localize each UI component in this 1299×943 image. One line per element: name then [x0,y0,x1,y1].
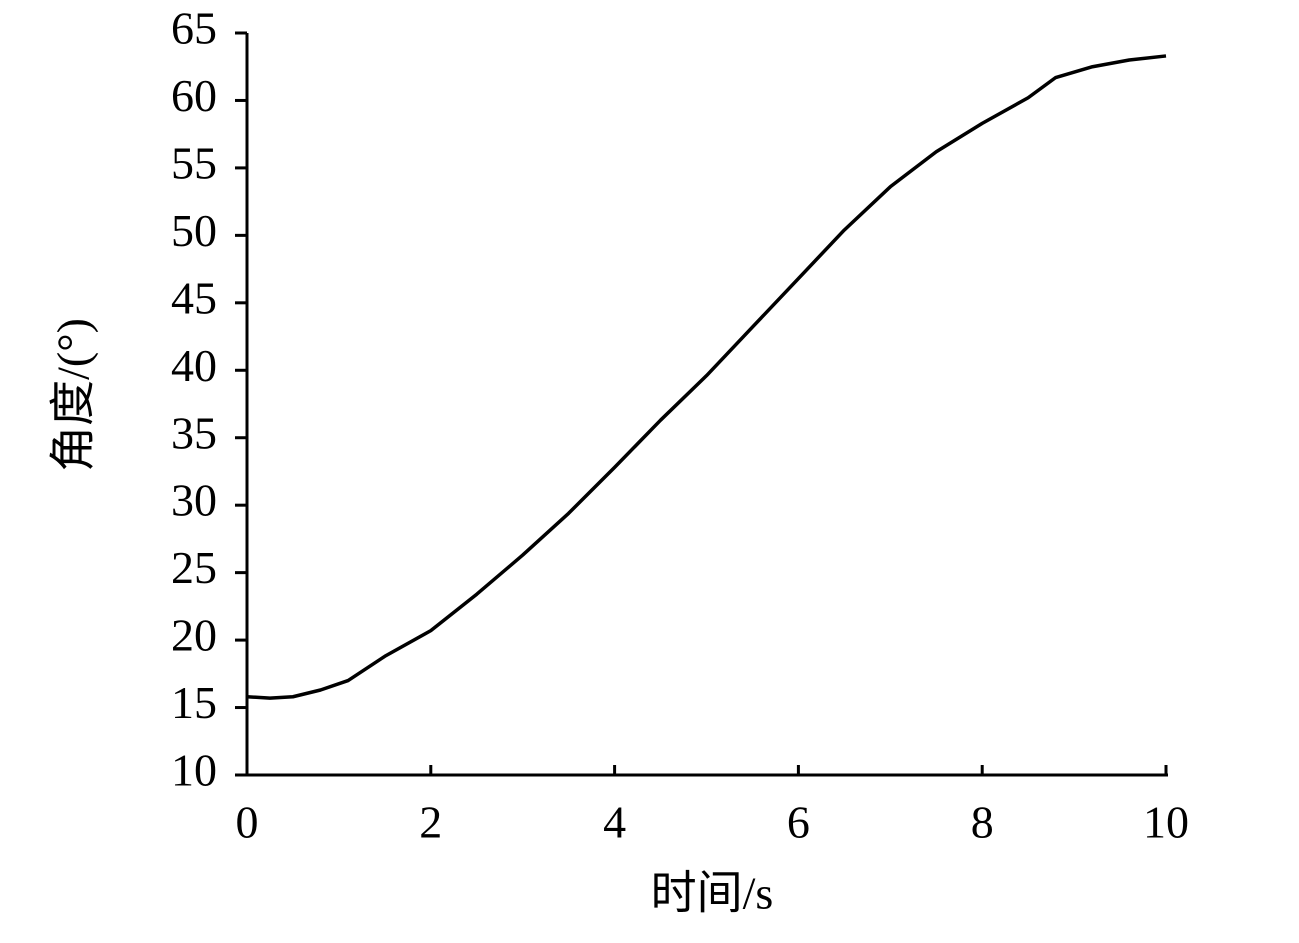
x-tick-label: 10 [1143,797,1189,848]
y-tick-label: 10 [171,745,217,796]
y-tick-label: 50 [171,205,217,256]
y-tick-label: 35 [171,407,217,458]
x-tick-label: 0 [236,797,259,848]
y-tick-label: 15 [171,677,217,728]
y-tick-label: 25 [171,542,217,593]
x-tick-label: 2 [419,797,442,848]
x-axis-title: 时间/s [651,868,774,919]
x-tick-label: 8 [971,797,994,848]
line-series [246,54,1167,700]
x-tick-label: 4 [603,797,626,848]
y-tick-label: 60 [171,70,217,121]
y-tick-label: 55 [171,137,217,188]
y-tick-label: 30 [171,475,217,526]
y-tick-label: 45 [171,272,217,323]
y-tick-label: 65 [171,3,217,54]
y-tick-label: 40 [171,340,217,391]
x-tick-label: 6 [787,797,810,848]
y-tick-label: 20 [171,610,217,661]
y-axis-title: 角度/(°) [48,318,99,472]
